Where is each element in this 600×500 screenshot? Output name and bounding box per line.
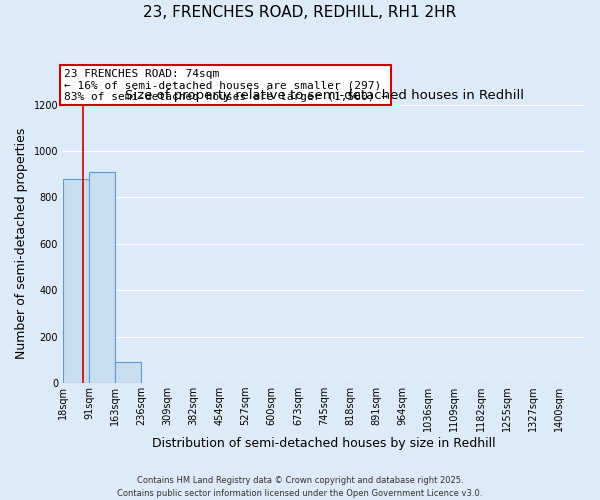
Text: 23 FRENCHES ROAD: 74sqm
← 16% of semi-detached houses are smaller (297)
83% of s: 23 FRENCHES ROAD: 74sqm ← 16% of semi-de… [64, 68, 388, 102]
X-axis label: Distribution of semi-detached houses by size in Redhill: Distribution of semi-detached houses by … [152, 437, 496, 450]
Text: 23, FRENCHES ROAD, REDHILL, RH1 2HR: 23, FRENCHES ROAD, REDHILL, RH1 2HR [143, 5, 457, 20]
Text: Contains HM Land Registry data © Crown copyright and database right 2025.
Contai: Contains HM Land Registry data © Crown c… [118, 476, 482, 498]
Title: Size of property relative to semi-detached houses in Redhill: Size of property relative to semi-detach… [125, 89, 524, 102]
Bar [63, 179, 89, 383]
Y-axis label: Number of semi-detached properties: Number of semi-detached properties [15, 128, 28, 360]
Bar [89, 172, 115, 383]
Bar [115, 362, 141, 383]
